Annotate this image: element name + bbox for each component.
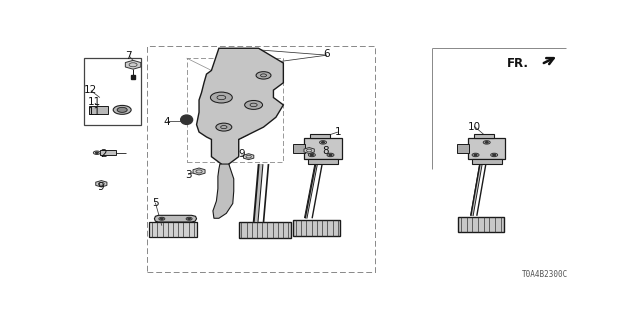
- Bar: [474, 133, 494, 138]
- Circle shape: [244, 100, 262, 109]
- Polygon shape: [304, 148, 314, 154]
- Circle shape: [211, 92, 232, 103]
- Circle shape: [188, 218, 190, 219]
- Polygon shape: [243, 154, 254, 160]
- Bar: [468, 138, 506, 159]
- Text: 9: 9: [97, 182, 104, 192]
- Bar: [147, 46, 375, 273]
- Text: 4: 4: [163, 117, 170, 127]
- Circle shape: [216, 123, 232, 131]
- Bar: [239, 222, 291, 238]
- Text: 11: 11: [88, 107, 102, 117]
- Bar: [457, 144, 469, 153]
- Text: 9: 9: [238, 149, 244, 159]
- Bar: [89, 106, 108, 114]
- Bar: [100, 150, 116, 156]
- Polygon shape: [193, 168, 205, 175]
- Circle shape: [329, 154, 332, 156]
- Text: 8: 8: [322, 146, 329, 156]
- Polygon shape: [154, 215, 196, 222]
- Text: 1: 1: [335, 127, 341, 137]
- Text: 2: 2: [100, 149, 107, 159]
- Bar: [293, 220, 340, 236]
- Bar: [305, 138, 342, 159]
- Bar: [84, 58, 141, 124]
- Circle shape: [117, 108, 127, 112]
- Bar: [310, 133, 330, 138]
- Text: 3: 3: [185, 170, 191, 180]
- Text: 6: 6: [324, 49, 330, 60]
- Bar: [472, 159, 502, 164]
- Text: 7: 7: [125, 51, 132, 61]
- Ellipse shape: [180, 115, 193, 124]
- Circle shape: [113, 105, 131, 114]
- Circle shape: [161, 218, 163, 219]
- Bar: [308, 159, 338, 164]
- Text: FR.: FR.: [507, 57, 529, 69]
- Circle shape: [485, 142, 488, 143]
- Circle shape: [493, 154, 495, 156]
- Text: 5: 5: [152, 198, 159, 209]
- Circle shape: [95, 152, 99, 153]
- Circle shape: [256, 72, 271, 79]
- Polygon shape: [125, 60, 141, 69]
- Polygon shape: [196, 48, 284, 176]
- Text: 11: 11: [88, 98, 102, 108]
- Polygon shape: [213, 164, 234, 218]
- Circle shape: [474, 154, 477, 156]
- Bar: [293, 144, 305, 153]
- Text: 10: 10: [468, 122, 481, 132]
- Bar: [150, 222, 196, 237]
- Polygon shape: [96, 180, 107, 187]
- Circle shape: [322, 142, 324, 143]
- Bar: [458, 217, 504, 232]
- Circle shape: [310, 154, 313, 156]
- Bar: [187, 58, 284, 162]
- Text: 12: 12: [84, 85, 97, 95]
- Text: T0A4B2300C: T0A4B2300C: [522, 270, 568, 279]
